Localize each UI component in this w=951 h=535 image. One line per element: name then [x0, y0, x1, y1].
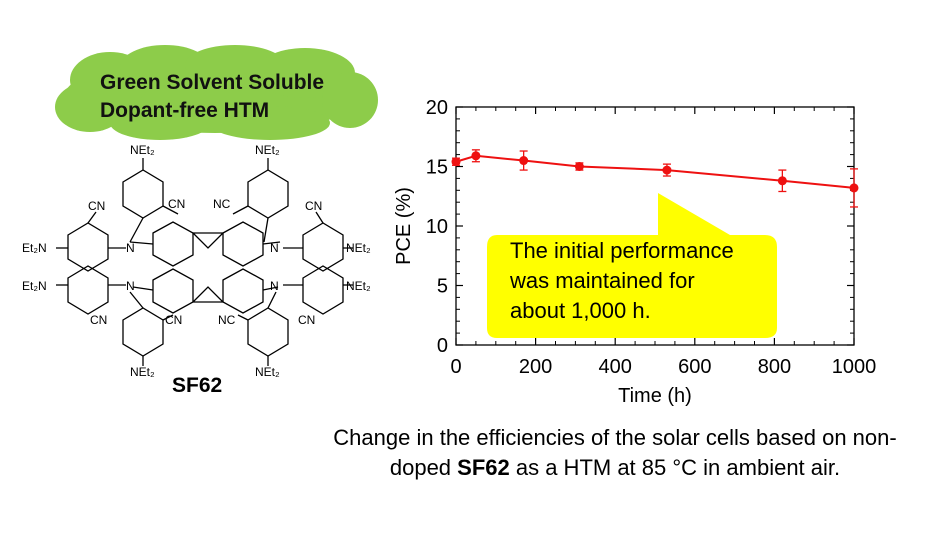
y-axis-label: PCE (%)	[393, 187, 415, 265]
caption-bold-sf62: SF62	[457, 455, 510, 480]
data-point	[849, 183, 859, 193]
cloud-title-line1: Green Solvent Soluble	[100, 71, 325, 94]
label-nc-1: NC	[213, 197, 231, 211]
x-tick-label: 200	[519, 356, 552, 378]
y-tick-label: 5	[437, 276, 448, 298]
label-cn-4: CN	[90, 313, 107, 327]
label-net2-right-1: NEt₂	[346, 241, 371, 255]
caption-part2: doped	[389, 455, 458, 480]
callout-bubble	[487, 193, 777, 338]
label-cn-1: CN	[168, 197, 185, 211]
label-net2-bottom-left: NEt₂	[130, 365, 155, 379]
y-tick-label: 0	[437, 335, 448, 357]
label-net2-top-right: NEt₂	[255, 143, 280, 157]
caption-part1: Change in the efficiencies of the solar …	[333, 425, 897, 450]
data-point	[451, 157, 461, 167]
label-cn-2: CN	[88, 199, 105, 213]
data-point	[471, 151, 481, 161]
series-line	[455, 154, 855, 189]
caption-part3: as a HTM at 85 °C in ambient air.	[509, 455, 841, 480]
label-net2-right-2: NEt₂	[346, 279, 371, 293]
label-cn-5: CN	[165, 313, 182, 327]
y-tick-label: 20	[426, 97, 448, 119]
label-n-3: N	[126, 279, 135, 293]
figure-caption: Change in the efficiencies of the solar …	[290, 423, 940, 483]
label-cn-3: CN	[305, 199, 322, 213]
x-tick-label: 400	[599, 356, 632, 378]
data-point	[574, 162, 584, 171]
pce-vs-time-chart: 0 5 10 15 20 0 200 400 600 800 1000 PCE (%) Time …	[393, 97, 877, 407]
data-point	[777, 176, 787, 186]
y-tick-label: 10	[426, 216, 448, 238]
x-tick-label: 800	[758, 356, 791, 378]
data-point	[519, 156, 529, 166]
x-tick-label: 0	[450, 356, 461, 378]
label-et2n-1: Et₂N	[22, 241, 47, 255]
x-tick-label: 600	[678, 356, 711, 378]
green-cloud-shape	[55, 45, 378, 140]
sf62-molecule-structure: NEt₂ NEt₂ CN NC CN CN Et₂N NEt₂ N N Et₂N…	[22, 143, 371, 379]
label-cn-6: CN	[298, 313, 315, 327]
molecule-name: SF62	[172, 374, 223, 397]
label-nc-2: NC	[218, 313, 236, 327]
x-axis-label: Time (h)	[618, 385, 692, 407]
callout-text-line2: was maintained for	[510, 268, 695, 293]
label-net2-bottom-right: NEt₂	[255, 365, 280, 379]
data-point	[662, 165, 672, 175]
label-n-2: N	[270, 241, 279, 255]
callout-text-line3: about 1,000 h.	[510, 298, 651, 323]
y-tick-label: 15	[426, 157, 448, 179]
label-n-1: N	[126, 241, 135, 255]
label-et2n-2: Et₂N	[22, 279, 47, 293]
cloud-title-line2: Dopant-free HTM	[100, 99, 270, 122]
label-net2-top-left: NEt₂	[130, 143, 155, 157]
label-n-4: N	[270, 279, 279, 293]
x-tick-label: 1000	[832, 356, 877, 378]
callout-text-line1: The initial performance	[510, 238, 734, 263]
